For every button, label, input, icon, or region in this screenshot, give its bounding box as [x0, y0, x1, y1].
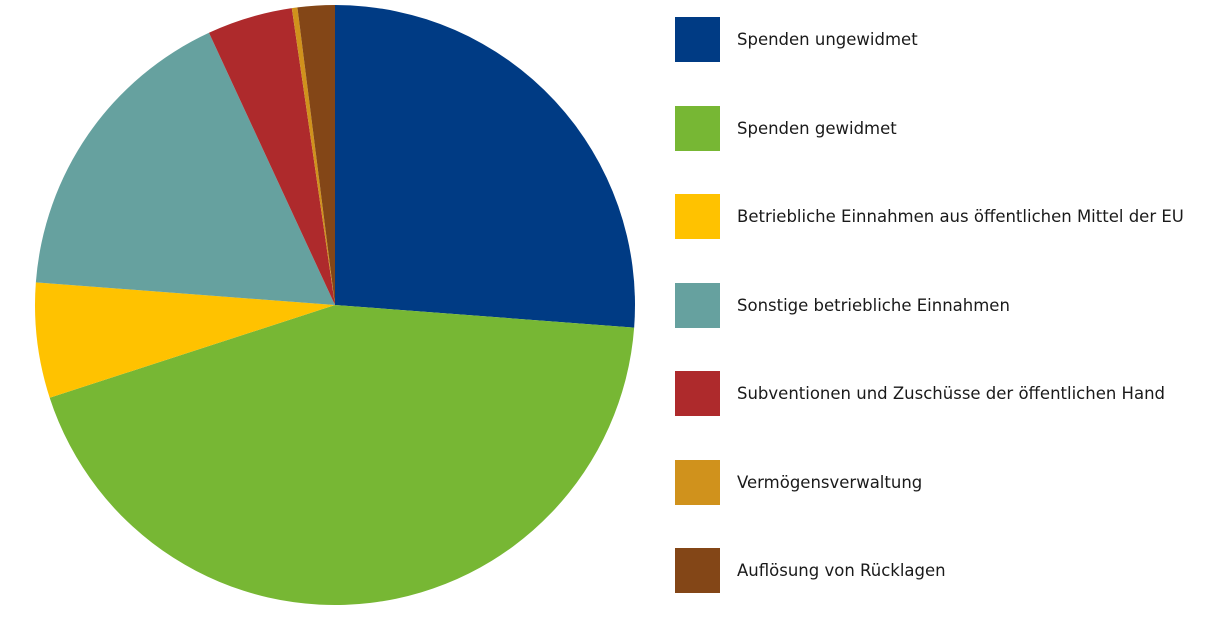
legend-label: Spenden gewidmet — [737, 118, 897, 138]
legend-item: Betriebliche Einnahmen aus öffentlichen … — [675, 194, 1184, 239]
legend-item: Sonstige betriebliche Einnahmen — [675, 282, 1184, 328]
legend-swatch — [675, 282, 720, 328]
pie-slice — [335, 5, 635, 328]
legend-item: Auflösung von Rücklagen — [675, 548, 1184, 593]
legend-label: Sonstige betriebliche Einnahmen — [737, 295, 1010, 315]
pie-slice — [49, 305, 635, 605]
pie-slice — [35, 32, 336, 306]
legend-item: Vermögensverwaltung — [675, 459, 1184, 505]
legend-label: Vermögensverwaltung — [737, 472, 923, 492]
pie-slice — [35, 282, 336, 398]
pie-slice — [297, 5, 335, 305]
pie-chart — [35, 5, 635, 605]
pie-slice — [291, 7, 335, 305]
legend-label: Auflösung von Rücklagen — [737, 561, 946, 580]
legend-swatch — [675, 17, 720, 62]
legend-item: Spenden ungewidmet — [675, 17, 1184, 62]
legend-item: Spenden gewidmet — [675, 105, 1184, 151]
legend-item: Subventionen und Zuschüsse der öffentlic… — [675, 371, 1184, 416]
legend-swatch — [675, 371, 720, 416]
legend-swatch — [675, 105, 720, 151]
legend-swatch — [675, 548, 720, 593]
pie-slice — [208, 8, 335, 305]
legend-label: Spenden ungewidmet — [737, 30, 918, 49]
legend: Spenden ungewidmet Spenden gewidmet Betrie… — [675, 17, 1184, 637]
legend-swatch — [675, 459, 720, 505]
legend-label: Subventionen und Zuschüsse der öffentlic… — [737, 384, 1166, 403]
legend-swatch — [675, 194, 720, 239]
legend-label: Betriebliche Einnahmen aus öffentlichen … — [737, 207, 1184, 226]
